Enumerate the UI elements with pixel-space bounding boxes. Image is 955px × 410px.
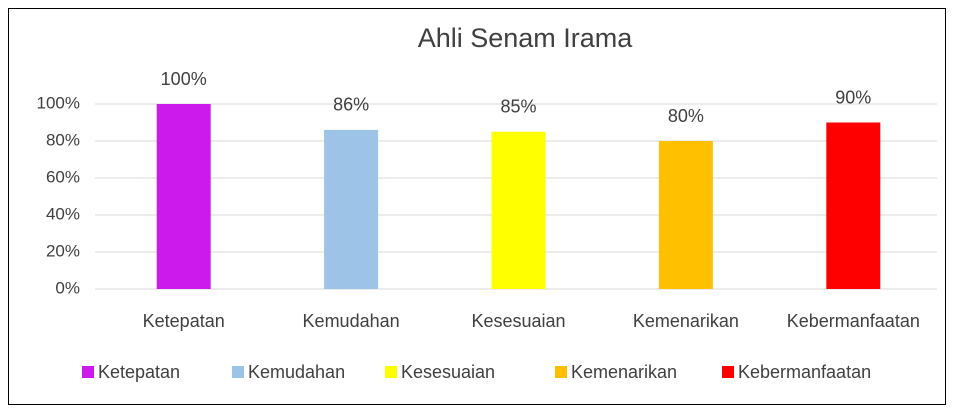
legend-swatch	[385, 366, 397, 378]
bar	[324, 129, 379, 289]
bar	[491, 131, 546, 289]
legend-swatch	[232, 366, 244, 378]
y-tick-label: 60%	[46, 167, 80, 186]
value-label: 90%	[835, 87, 871, 107]
legend-label: Kemenarikan	[571, 362, 677, 382]
value-label: 100%	[161, 69, 207, 89]
x-tick-label: Kemenarikan	[633, 311, 739, 331]
y-tick-label: 40%	[46, 204, 80, 223]
bar	[156, 104, 211, 289]
y-tick-label: 0%	[55, 278, 80, 297]
legend-label: Ketepatan	[98, 362, 180, 382]
y-tick-label: 100%	[37, 93, 80, 112]
x-tick-label: Kebermanfaatan	[787, 311, 920, 331]
bar	[826, 122, 881, 289]
x-tick-label: Kesesuaian	[471, 311, 565, 331]
legend-label: Kebermanfaatan	[738, 362, 871, 382]
y-tick-label: 80%	[46, 130, 80, 149]
legend-swatch	[722, 366, 734, 378]
chart-title: Ahli Senam Irama	[418, 23, 634, 53]
value-label: 86%	[333, 95, 369, 115]
legend-swatch	[555, 366, 567, 378]
chart-border	[8, 8, 946, 405]
value-label: 85%	[500, 97, 536, 117]
x-tick-label: Ketepatan	[143, 311, 225, 331]
y-tick-label: 20%	[46, 241, 80, 260]
bar	[658, 141, 713, 289]
legend-swatch	[82, 366, 94, 378]
x-tick-label: Kemudahan	[303, 311, 400, 331]
legend-label: Kemudahan	[248, 362, 345, 382]
value-label: 80%	[668, 106, 704, 126]
legend-label: Kesesuaian	[401, 362, 495, 382]
